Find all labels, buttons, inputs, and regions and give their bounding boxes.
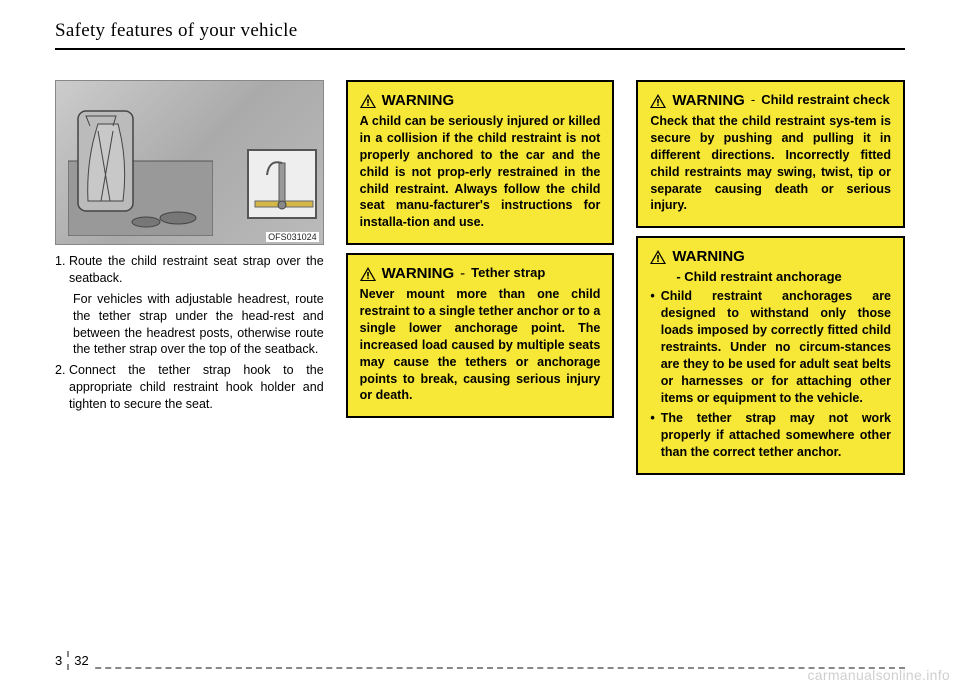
column-middle: WARNING A child can be seriously injured…: [346, 80, 615, 475]
warning-subtitle: Tether strap: [471, 265, 545, 280]
page-number: 32: [69, 651, 88, 670]
warning-box-anchorage: WARNING - Child restraint anchorage • Ch…: [636, 236, 905, 475]
car-seat-illustration: [68, 106, 213, 236]
warning-subtitle: Child restraint check: [761, 92, 890, 107]
instruction-text: 1. Route the child restraint seat strap …: [55, 253, 324, 417]
column-right: WARNING - Child restraint check Check th…: [636, 80, 905, 475]
warning-box-tether: WARNING - Tether strap Never mount more …: [346, 253, 615, 418]
warning-dash: -: [460, 265, 465, 282]
chapter-number: 3: [55, 651, 69, 670]
warning-heading: WARNING: [360, 92, 601, 109]
step-text: Route the child restraint seat strap ove…: [69, 253, 324, 287]
warning-label: WARNING: [382, 265, 455, 282]
bullet-text: The tether strap may not work properly i…: [661, 410, 891, 461]
warning-triangle-icon: [650, 94, 666, 108]
warning-body: Check that the child restraint sys-tem i…: [650, 113, 891, 214]
page-number-block: 3 32: [55, 651, 95, 670]
footer-rule: [55, 667, 905, 669]
column-left: OFS031024 1. Route the child restraint s…: [55, 80, 324, 475]
warning-box-general: WARNING A child can be seriously injured…: [346, 80, 615, 245]
warning-triangle-icon: [650, 250, 666, 264]
seat-diagram: OFS031024: [55, 80, 324, 245]
watermark-text: carmanualsonline.info: [808, 667, 951, 683]
warning-heading: WARNING - Tether strap: [360, 265, 601, 282]
warning-heading: WARNING - Child restraint anchorage: [650, 248, 891, 284]
bullet-text: Child restraint anchorages are designed …: [661, 288, 891, 406]
warning-body: • Child restraint anchorages are designe…: [650, 288, 891, 461]
warning-subtitle-line: - Child restraint anchorage: [650, 269, 891, 284]
page-header-title: Safety features of your vehicle: [55, 20, 905, 48]
warning-label: WARNING: [672, 92, 745, 109]
header-rule: [55, 48, 905, 50]
content-columns: OFS031024 1. Route the child restraint s…: [55, 80, 905, 475]
warning-label: WARNING: [672, 248, 745, 265]
diagram-inset: [247, 149, 317, 219]
step-number: 2.: [55, 362, 69, 413]
page-footer: 3 32: [55, 667, 905, 669]
warning-heading: WARNING - Child restraint check: [650, 92, 891, 109]
diagram-code: OFS031024: [266, 232, 319, 242]
warning-box-check: WARNING - Child restraint check Check th…: [636, 80, 905, 228]
warning-triangle-icon: [360, 267, 376, 281]
step-note: For vehicles with adjustable headrest, r…: [55, 291, 324, 359]
bullet-dot: •: [650, 288, 654, 406]
warning-body: Never mount more than one child restrain…: [360, 286, 601, 404]
step-text: Connect the tether strap hook to the app…: [69, 362, 324, 413]
warning-label: WARNING: [382, 92, 455, 109]
bullet-dot: •: [650, 410, 654, 461]
step-number: 1.: [55, 253, 69, 287]
warning-triangle-icon: [360, 94, 376, 108]
tether-hook-icon: [249, 151, 319, 221]
warning-body: A child can be seriously injured or kill…: [360, 113, 601, 231]
warning-dash: -: [751, 92, 755, 107]
